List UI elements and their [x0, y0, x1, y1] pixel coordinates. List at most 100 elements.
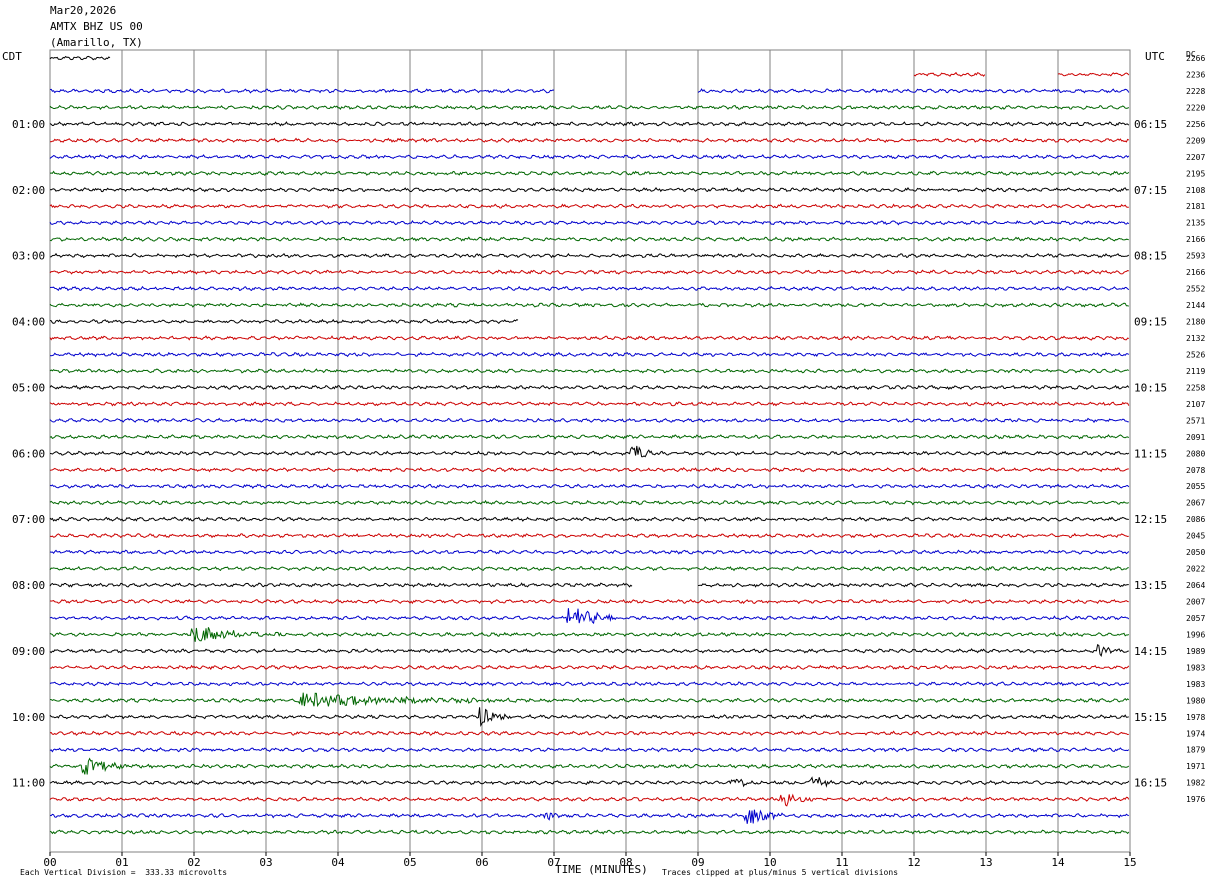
clip-note: Traces clipped at plus/minus 5 vertical …	[662, 868, 899, 877]
station-code: AMTX BHZ US 00	[50, 20, 143, 33]
dc-offset-label: 1976	[1186, 795, 1205, 804]
trace-line	[49, 219, 1130, 226]
trace-line	[49, 598, 1129, 605]
dc-offset-label: 1980	[1186, 696, 1205, 705]
x-tick-label: 14	[1051, 856, 1065, 869]
dc-offset-label: 2119	[1186, 367, 1205, 376]
dc-offset-label: 2007	[1186, 598, 1205, 607]
trace-line	[49, 186, 1129, 193]
trace-line	[49, 692, 1130, 708]
x-axis-title: TIME (MINUTES)	[555, 863, 648, 876]
utc-hour-label: 06:15	[1134, 118, 1167, 131]
trace-line	[49, 549, 1130, 555]
dc-offset-label: 2107	[1186, 400, 1205, 409]
x-tick-label: 05	[403, 856, 416, 869]
cdt-hour-label: 10:00	[12, 711, 45, 724]
utc-hour-label: 08:15	[1134, 250, 1167, 263]
x-tick-label: 08	[619, 856, 632, 869]
dc-offset-label: 2220	[1186, 103, 1205, 112]
trace-line	[49, 104, 1130, 111]
dc-offset-label: 2571	[1186, 416, 1205, 425]
dc-offset-label: 2045	[1186, 532, 1205, 541]
trace-line	[49, 252, 1130, 259]
cdt-hour-label: 05:00	[12, 381, 45, 394]
x-tick-label: 15	[1123, 856, 1136, 869]
dc-offset-label: 1974	[1186, 729, 1205, 738]
dc-offset-label: 2022	[1186, 565, 1205, 574]
trace-line	[49, 318, 519, 325]
dc-offset-label: 2209	[1186, 136, 1205, 145]
trace-line	[49, 368, 1130, 374]
dc-offset-label: 2144	[1186, 301, 1205, 310]
dc-offset-label: 1983	[1186, 663, 1205, 672]
utc-hour-label: 09:15	[1134, 316, 1167, 329]
trace-line	[49, 417, 1129, 424]
trace-line	[49, 730, 1129, 737]
left-timezone-label: CDT	[2, 50, 22, 63]
trace-line	[49, 203, 1129, 209]
x-tick-label: 07	[547, 856, 560, 869]
cdt-hour-label: 01:00	[12, 118, 45, 131]
scale-note: Each Vertical Division = 333.33 microvol…	[20, 868, 228, 877]
trace-lines	[49, 55, 1130, 835]
trace-line	[49, 681, 1130, 687]
x-tick-label: 10	[763, 856, 776, 869]
cdt-hour-label: 07:00	[12, 513, 45, 526]
trace-line	[49, 467, 1129, 473]
trace-line	[49, 434, 1130, 440]
dc-offset-label: 2258	[1186, 383, 1205, 392]
trace-line	[49, 747, 1130, 753]
utc-hour-label: 13:15	[1134, 579, 1167, 592]
utc-hour-label: 14:15	[1134, 645, 1167, 658]
dc-offset-label: 2552	[1186, 285, 1205, 294]
utc-hour-label: 15:15	[1134, 711, 1167, 724]
dc-offset-label: 2181	[1186, 202, 1205, 211]
dc-offset-label: 1983	[1186, 680, 1205, 689]
trace-line	[49, 55, 111, 61]
dc-offset-label: 2057	[1186, 614, 1205, 623]
trace-line	[49, 269, 1129, 275]
trace-line	[49, 776, 1130, 788]
dc-offset-label: 2266	[1186, 54, 1205, 63]
x-tick-label: 03	[259, 856, 272, 869]
trace-line	[49, 285, 1130, 292]
trace-line	[697, 582, 1129, 588]
trace-line	[49, 516, 1129, 522]
trace-line	[49, 335, 1129, 341]
utc-hour-label: 12:15	[1134, 513, 1167, 526]
dc-offset-label: 2108	[1186, 186, 1205, 195]
trace-line	[49, 757, 1130, 775]
utc-hour-label: 11:15	[1134, 447, 1167, 460]
cdt-hour-label: 02:00	[12, 184, 45, 197]
trace-line	[1057, 72, 1130, 77]
trace-line	[49, 532, 1129, 539]
minute-grid	[49, 49, 1131, 853]
cdt-hour-label: 06:00	[12, 447, 45, 460]
cdt-hour-label: 11:00	[12, 777, 45, 790]
x-tick-label: 12	[907, 856, 920, 869]
trace-line	[49, 829, 1130, 835]
trace-line	[49, 236, 1129, 242]
trace-line	[913, 71, 986, 77]
trace-line	[49, 809, 1129, 824]
trace-line	[49, 793, 1130, 807]
dc-offset-label: 2228	[1186, 87, 1205, 96]
cdt-hour-label: 04:00	[12, 316, 45, 329]
dc-offset-label: 1978	[1186, 713, 1205, 722]
dc-offset-label: 2086	[1186, 515, 1205, 524]
trace-line	[49, 170, 1130, 176]
dc-offset-label: 2080	[1186, 449, 1205, 458]
trace-line	[49, 644, 1129, 657]
trace-line	[697, 88, 1130, 94]
trace-line	[49, 566, 1129, 572]
trace-line	[49, 88, 555, 94]
trace-line	[49, 351, 1130, 358]
dc-offset-label: 2526	[1186, 350, 1205, 359]
dc-offset-label: 2078	[1186, 466, 1205, 475]
cdt-hour-label: 03:00	[12, 250, 45, 263]
dc-offset-label: 2180	[1186, 318, 1205, 327]
cdt-hour-label: 09:00	[12, 645, 45, 658]
x-tick-label: 11	[835, 856, 848, 869]
trace-line	[49, 121, 1130, 127]
